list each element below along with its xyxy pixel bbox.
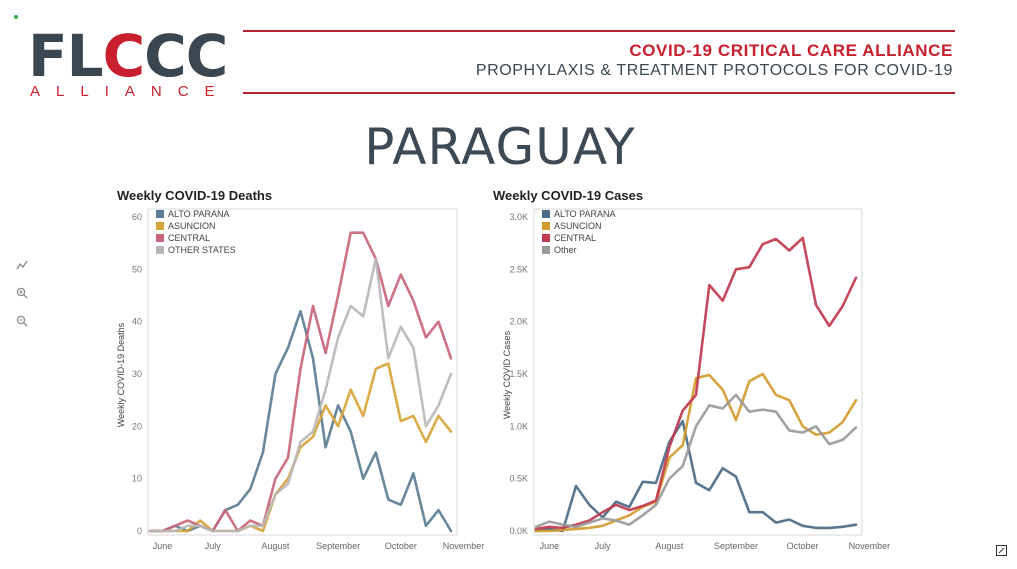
y-axis-label: Weekly COVID-19 Deaths (116, 322, 126, 427)
x-tick-label: October (385, 541, 417, 551)
legend-label: CENTRAL (168, 233, 210, 243)
series-line (534, 419, 858, 533)
x-tick-label: July (595, 541, 612, 551)
y-tick-label: 10 (132, 474, 142, 484)
x-tick-label: June (153, 541, 173, 551)
zoom-out-icon[interactable] (12, 314, 32, 334)
y-tick-label: 40 (132, 317, 142, 327)
legend-swatch (542, 222, 550, 230)
header-tagline-1: COVID-19 CRITICAL CARE ALLIANCE (629, 41, 953, 60)
legend-swatch (156, 222, 164, 230)
legend-label: CENTRAL (554, 233, 596, 243)
y-tick-label: 30 (132, 369, 142, 379)
y-tick-label: 1.5K (509, 369, 528, 379)
legend-swatch (542, 246, 550, 254)
header-tagline-2: PROPHYLAXIS & TREATMENT PROTOCOLS FOR CO… (475, 62, 953, 79)
legend-label: OTHER STATES (168, 245, 236, 255)
x-tick-label: September (316, 541, 360, 551)
y-tick-label: 60 (132, 212, 142, 222)
header-top-rule (243, 30, 955, 32)
legend-label: ASUNCION (554, 221, 602, 231)
cases-chart: 0.0K 0.5K 1.0K 1.5K 2.0K 2.5K 3.0K June July Augu… (502, 208, 890, 551)
y-tick-label: 0.5K (509, 474, 528, 484)
plot-border (533, 208, 863, 536)
zoom-in-icon[interactable] (12, 286, 32, 306)
series-line (534, 236, 858, 531)
x-tick-label: September (714, 541, 758, 551)
legend-swatch (542, 234, 550, 242)
green-dot-icon (14, 15, 18, 19)
deaths-chart-title: Weekly COVID-19 Deaths (117, 188, 273, 203)
chart-tool-icon[interactable] (12, 258, 32, 278)
y-tick-label: 3.0K (509, 212, 528, 222)
legend-label: ALTO PARANA (554, 209, 616, 219)
page-title: PARAGUAY (364, 118, 636, 176)
legend-label: ASUNCION (168, 221, 216, 231)
series-line (148, 231, 453, 533)
y-tick-label: 1.0K (509, 421, 528, 431)
legend-label: ALTO PARANA (168, 209, 230, 219)
x-tick-label: November (849, 541, 891, 551)
x-tick-label: June (540, 541, 560, 551)
logo-subtitle: ALLIANCE (30, 83, 231, 100)
legend-swatch (156, 234, 164, 242)
x-tick-label: August (655, 541, 684, 551)
y-tick-label: 0 (137, 526, 142, 536)
legend-swatch (542, 210, 550, 218)
x-tick-label: November (443, 541, 485, 551)
header-bottom-rule (243, 92, 955, 94)
x-tick-label: October (787, 541, 819, 551)
y-tick-label: 50 (132, 264, 142, 274)
series-line (148, 362, 453, 533)
legend-swatch (156, 246, 164, 254)
legend-label: Other (554, 245, 577, 255)
y-tick-label: 2.0K (509, 317, 528, 327)
y-tick-label: 20 (132, 421, 142, 431)
series-line (148, 257, 453, 533)
logo-wordmark: FLCCC (28, 22, 228, 90)
y-tick-label: 2.5K (509, 264, 528, 274)
deaths-chart: 0 10 20 30 40 50 60 June July August September Octo… (116, 208, 484, 551)
series-line (534, 393, 858, 529)
x-tick-label: July (205, 541, 222, 551)
y-axis-label: Weekly COVID Cases (502, 330, 512, 419)
series-line (148, 309, 453, 533)
flccc-logo: FLCCC ALLIANCE (28, 26, 228, 100)
cases-chart-title: Weekly COVID-19 Cases (493, 188, 644, 203)
series-line (534, 372, 858, 533)
y-tick-label: 0.0K (509, 526, 528, 536)
legend-swatch (156, 210, 164, 218)
side-toolbar (12, 258, 34, 342)
plot-border (147, 208, 458, 536)
expand-icon[interactable] (996, 545, 1007, 556)
x-tick-label: August (261, 541, 290, 551)
